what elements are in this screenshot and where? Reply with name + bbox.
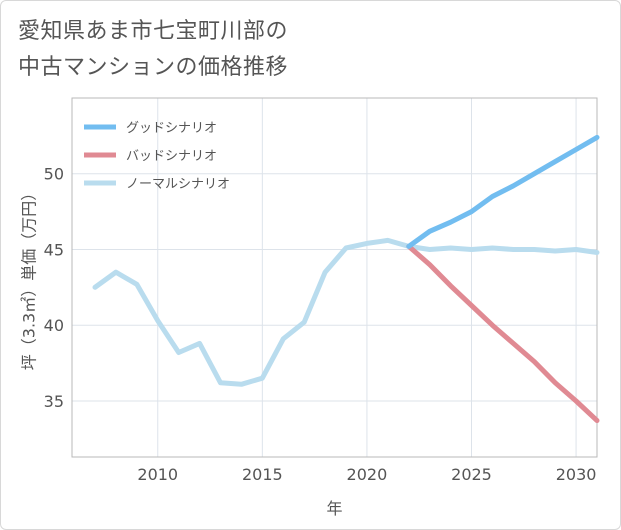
y-tick-label: 45 [44, 240, 64, 259]
y-axis-ticks: 35 40 45 50 [44, 165, 64, 411]
chart-title-line-1: 愛知県あま市七宝町川部の [18, 19, 289, 44]
chart-title: 愛知県あま市七宝町川部の 中古マンションの価格推移 [18, 14, 288, 86]
y-tick-label: 50 [44, 165, 64, 184]
x-tick-label: 2010 [137, 465, 178, 484]
legend-label: グッドシナリオ [126, 121, 217, 136]
series-lines [92, 134, 600, 424]
x-tick-label: 2030 [556, 465, 597, 484]
x-axis-ticks: 2010 2015 2020 2025 2030 [137, 465, 596, 484]
chart-title-line-2: 中古マンションの価格推移 [18, 55, 289, 80]
y-tick-label: 40 [44, 316, 64, 335]
legend-label: バッドシナリオ [126, 149, 217, 164]
x-axis-title: 年 [326, 499, 342, 518]
y-tick-label: 35 [44, 392, 64, 411]
x-tick-label: 2020 [347, 465, 388, 484]
y-axis-title: 坪（3.3㎡）単価（万円） [20, 185, 39, 370]
series-line-0 [406, 134, 600, 249]
series-line-1 [406, 243, 600, 424]
plot-area [71, 97, 598, 458]
x-tick-label: 2015 [242, 465, 283, 484]
series-line-2 [92, 237, 600, 387]
x-tick-label: 2025 [451, 465, 492, 484]
legend-label: ノーマルシナリオ [126, 177, 230, 192]
